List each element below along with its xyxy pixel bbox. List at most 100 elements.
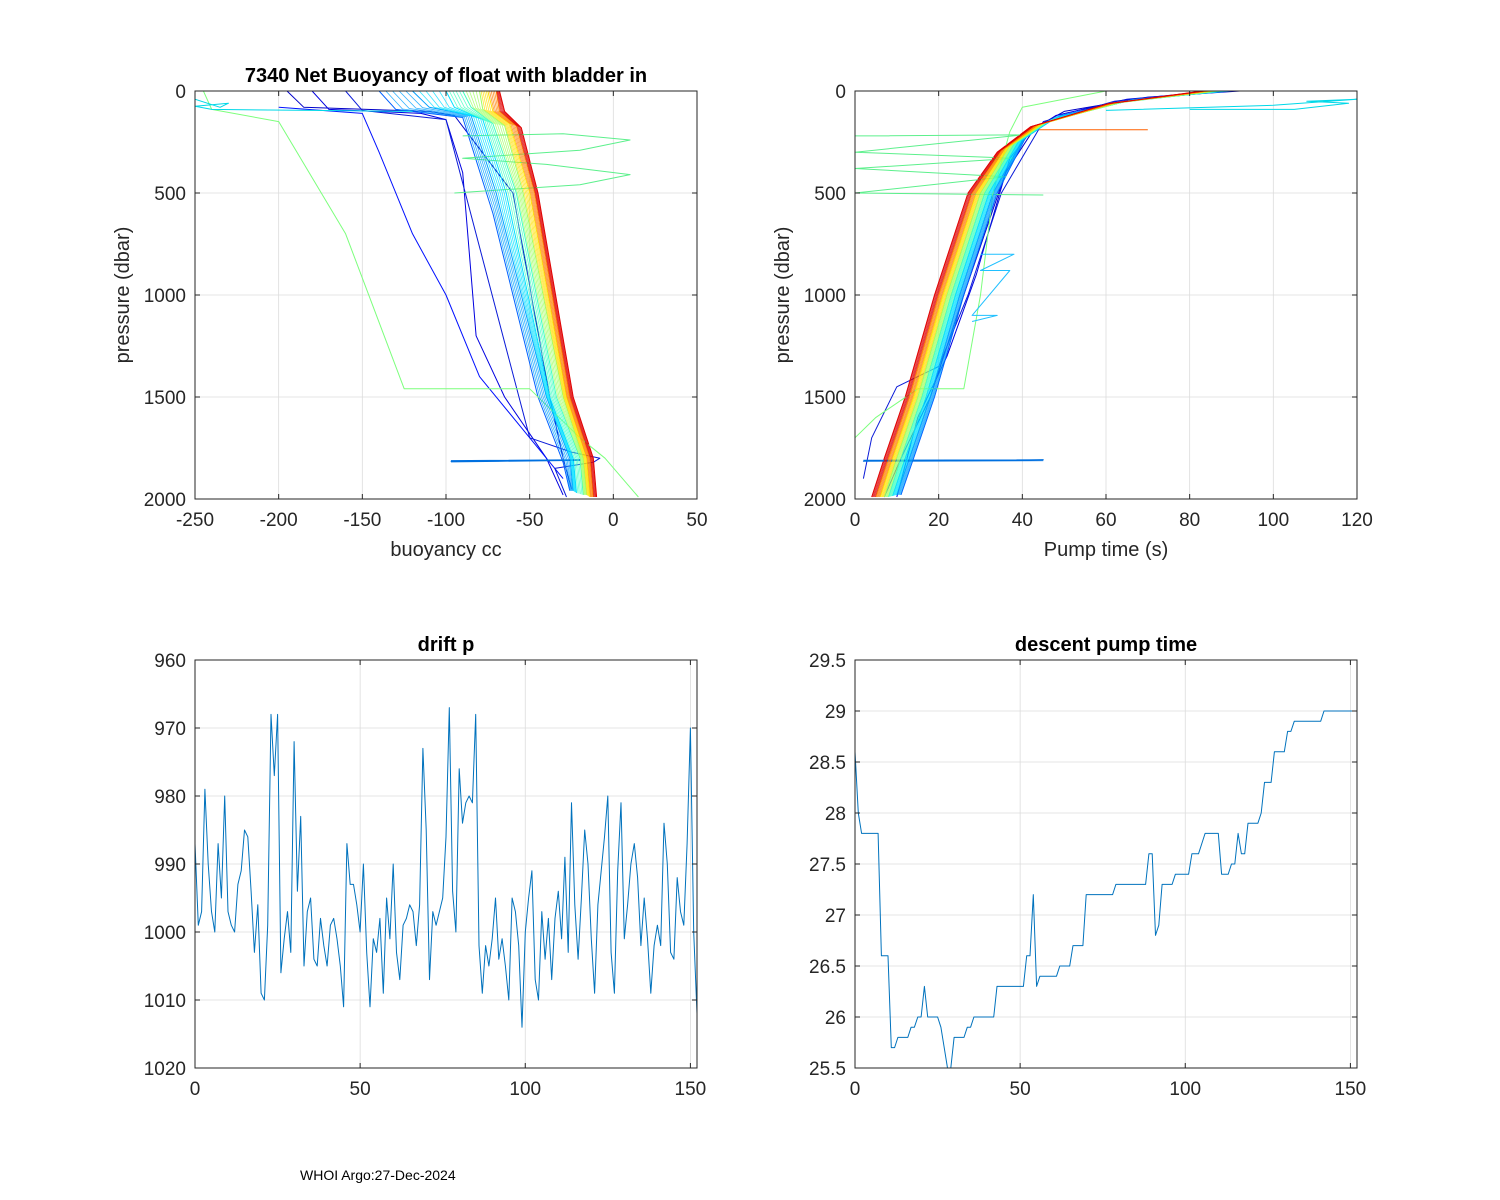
series-line xyxy=(450,459,581,463)
chart-title: drift p xyxy=(418,634,475,656)
y-tick-label: 980 xyxy=(154,787,186,808)
pump-time-panel: 0 20 40 60 80 100 120 0 500 1000 1500 2000 Pump time… xyxy=(772,82,1373,561)
series-line xyxy=(495,91,594,498)
y-tick-label: 27.5 xyxy=(809,855,846,876)
series-line xyxy=(862,91,1211,479)
series-line xyxy=(499,91,598,498)
x-tick-label: 100 xyxy=(1169,1079,1201,1100)
series-line-bundle xyxy=(877,91,1209,498)
series-line-bundle xyxy=(881,91,1213,498)
y-axis-label: pressure (dbar) xyxy=(772,227,794,364)
series-line-bundle xyxy=(472,91,586,495)
series-line-bundle xyxy=(398,91,573,491)
chart-title: descent pump time xyxy=(1015,634,1197,656)
series-line xyxy=(971,253,1015,322)
series-line-bundle xyxy=(880,91,1212,498)
x-tick-label: 100 xyxy=(509,1079,541,1100)
y-tick-label: 27 xyxy=(825,906,846,927)
y-tick-label: 1000 xyxy=(804,286,846,307)
x-tick-label: 150 xyxy=(1335,1079,1367,1100)
y-tick-label: 1000 xyxy=(144,286,186,307)
x-tick-label: 60 xyxy=(1095,510,1116,531)
x-tick-label: 0 xyxy=(608,510,619,531)
series-line-bundle xyxy=(872,91,1204,498)
y-tick-label: 1500 xyxy=(804,388,846,409)
data-layer xyxy=(195,91,639,498)
series-line xyxy=(195,98,413,112)
series-line xyxy=(454,133,631,194)
series-line xyxy=(195,707,697,1028)
footer-credit: WHOI Argo:27-Dec-2024 xyxy=(300,1167,456,1183)
series-line-bundle xyxy=(876,91,1208,498)
series-line-bundle xyxy=(455,91,581,495)
series-line xyxy=(855,134,1044,196)
series-line-bundle xyxy=(459,91,583,495)
series-line xyxy=(278,106,564,479)
series-line xyxy=(862,459,1044,462)
data-layer xyxy=(855,91,1357,498)
series-line-bundle xyxy=(492,91,593,498)
series-line-bundle xyxy=(425,91,575,492)
drift-p-panel: 0 50 100 150 960 970 980 990 1000 1010 1020 drift p xyxy=(144,634,707,1100)
x-tick-label: 20 xyxy=(928,510,949,531)
series-line xyxy=(487,91,591,498)
x-tick-label: -250 xyxy=(176,510,214,531)
series-line-bundle xyxy=(489,91,591,498)
series-line-bundle xyxy=(438,91,577,493)
series-line-bundle xyxy=(475,91,587,495)
series-line-bundle xyxy=(448,91,579,494)
descent-pump-time-panel: 0 50 100 150 25.5 26 26.5 27 27.5 28 28.5 29 29.5 des… xyxy=(809,634,1366,1100)
series-line xyxy=(479,91,588,495)
series-line xyxy=(345,91,601,498)
series-line-bundle xyxy=(895,91,1227,496)
series-line-bundle xyxy=(405,91,573,491)
x-tick-label: 100 xyxy=(1257,510,1289,531)
series-line xyxy=(378,91,571,491)
series-line xyxy=(462,91,584,495)
y-tick-label: 970 xyxy=(154,719,186,740)
series-line-bundle xyxy=(465,91,585,495)
series-line-bundle xyxy=(497,91,596,498)
series-line xyxy=(883,91,1215,498)
series-line-bundle xyxy=(484,91,589,497)
series-line-bundle xyxy=(873,91,1205,498)
series-line-bundle xyxy=(490,91,592,498)
y-tick-label: 28 xyxy=(825,804,846,825)
x-tick-label: -200 xyxy=(260,510,298,531)
y-tick-label: 29.5 xyxy=(809,651,846,672)
x-tick-label: 50 xyxy=(350,1079,371,1100)
series-line xyxy=(202,91,639,498)
x-tick-label: -50 xyxy=(516,510,543,531)
series-line xyxy=(879,91,1211,498)
y-tick-label: 26 xyxy=(825,1008,846,1029)
series-line xyxy=(855,710,1357,1068)
x-axis-label: Pump time (s) xyxy=(1044,539,1168,561)
series-line xyxy=(1105,98,1357,111)
x-tick-label: 0 xyxy=(850,1079,861,1100)
y-tick-label: 26.5 xyxy=(809,957,846,978)
x-tick-label: 50 xyxy=(686,510,707,531)
buoyancy-panel: -250 -200 -150 -100 -50 0 50050010001500200073… xyxy=(112,65,708,561)
series-line-bundle xyxy=(480,91,588,496)
series-line-bundle xyxy=(485,91,590,497)
x-tick-label: 150 xyxy=(675,1079,707,1100)
data-layer xyxy=(195,707,697,1028)
x-tick-label: 40 xyxy=(1012,510,1033,531)
series-line xyxy=(855,91,1107,439)
x-tick-label: 0 xyxy=(190,1079,201,1100)
y-tick-label: 1020 xyxy=(144,1059,186,1080)
y-tick-label: 1010 xyxy=(144,991,186,1012)
x-tick-label: 120 xyxy=(1341,510,1373,531)
series-line-bundle xyxy=(418,91,575,492)
series-line-bundle xyxy=(385,91,571,491)
series-line-bundle xyxy=(878,91,1209,498)
x-tick-label: 0 xyxy=(850,510,861,531)
series-line-bundle xyxy=(874,91,1206,498)
series-line-bundle xyxy=(497,91,595,498)
y-tick-label: 500 xyxy=(814,184,846,205)
chart-title: 7340 Net Buoyancy of float with bladder … xyxy=(245,65,647,87)
data-layer xyxy=(855,710,1357,1068)
series-line-bundle xyxy=(498,91,597,498)
x-axis-label: buoyancy cc xyxy=(390,539,501,561)
